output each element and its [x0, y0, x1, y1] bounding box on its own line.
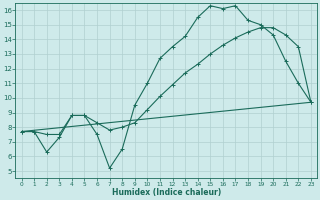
X-axis label: Humidex (Indice chaleur): Humidex (Indice chaleur) — [112, 188, 221, 197]
